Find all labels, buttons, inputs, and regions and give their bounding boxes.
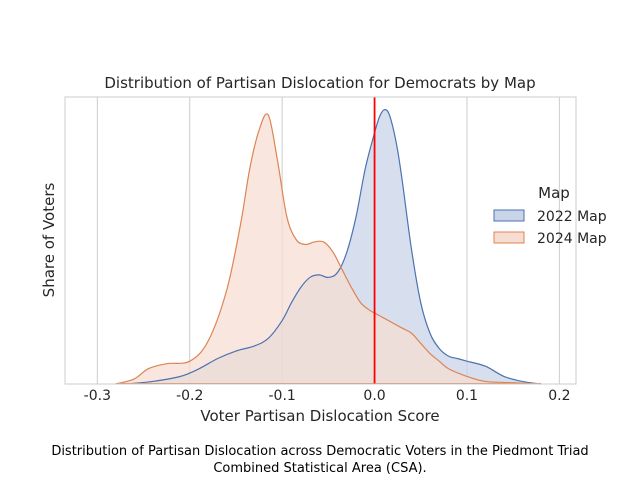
x-tick-label: -0.1	[268, 388, 295, 404]
x-tick-label: -0.2	[176, 388, 203, 404]
legend-swatch-2022	[493, 209, 525, 222]
caption-line-1: Distribution of Partisan Dislocation acr…	[51, 444, 589, 459]
legend-label-2022: 2022 Map	[537, 209, 607, 225]
series-line-2024-map	[115, 113, 541, 385]
series-area-2024-map	[115, 113, 541, 385]
chart-title: Distribution of Partisan Dislocation for…	[104, 74, 535, 92]
legend-swatch-2024	[493, 231, 525, 244]
x-tick-label: 0.0	[363, 388, 385, 404]
series-line-2022-map	[125, 109, 541, 385]
x-tick-labels: -0.3 -0.2 -0.1 0.0 0.1 0.2	[84, 388, 571, 404]
series-areas	[115, 109, 541, 385]
density-chart: Distribution of Partisan Dislocation for…	[40, 74, 607, 425]
legend: Map 2022 Map 2024 Map	[493, 184, 607, 247]
caption-line-2: Combined Statistical Area (CSA).	[213, 461, 427, 476]
legend-label-2024: 2024 Map	[537, 231, 607, 247]
x-tick-label: 0.1	[456, 388, 478, 404]
plot-frame	[64, 96, 577, 385]
figure-caption: Distribution of Partisan Dislocation acr…	[0, 443, 640, 477]
x-axis-label: Voter Partisan Dislocation Score	[200, 407, 439, 425]
y-axis-label: Share of Voters	[40, 182, 58, 297]
x-tick-label: -0.3	[84, 388, 111, 404]
legend-title: Map	[538, 184, 570, 202]
x-tick-label: 0.2	[548, 388, 570, 404]
